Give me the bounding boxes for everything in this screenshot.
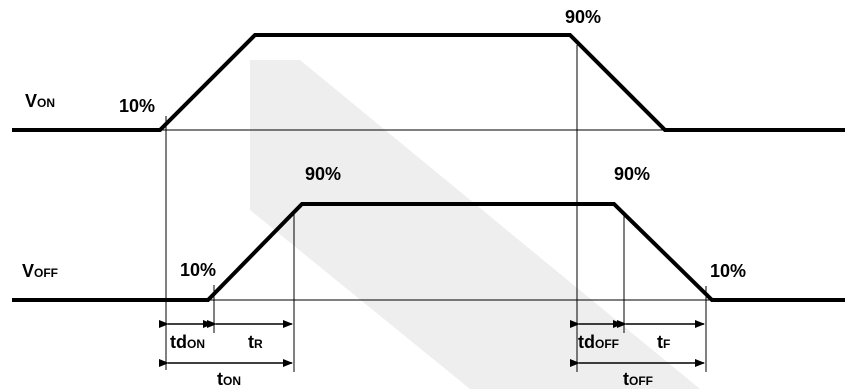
toff-label: tOFF: [623, 369, 653, 389]
voff-label: VOFF: [22, 261, 58, 281]
watermark-shape: [250, 60, 700, 389]
von-90-percent-label: 90%: [565, 7, 601, 27]
von-label: VON: [25, 91, 55, 111]
td-off-label: tdOFF: [578, 332, 619, 352]
tf-label: tF: [657, 332, 670, 352]
voff-90-fall-label: 90%: [614, 164, 650, 184]
voff-10-rise-label: 10%: [180, 260, 216, 280]
von-waveform: [12, 33, 845, 132]
voff-10-fall-label: 10%: [710, 261, 746, 281]
ton-label: tON: [217, 369, 241, 389]
voff-90-rise-label: 90%: [305, 164, 341, 184]
td-on-label: tdON: [170, 332, 205, 352]
von-10-percent-label: 10%: [119, 96, 155, 116]
tr-label: tR: [248, 332, 263, 352]
voff-waveform: [12, 202, 845, 302]
